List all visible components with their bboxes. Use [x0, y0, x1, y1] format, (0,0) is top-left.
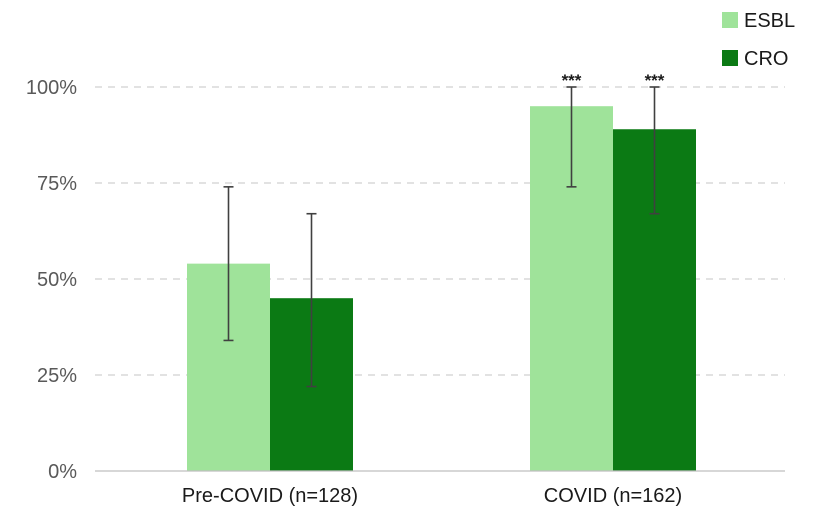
x-category-label: COVID (n=162) — [544, 485, 682, 507]
error-bars — [223, 86, 660, 388]
legend-swatch-cro — [722, 50, 738, 66]
significance-markers: *** *** — [562, 71, 665, 90]
significance-marker: *** — [562, 71, 582, 90]
x-category-label: Pre-COVID (n=128) — [182, 485, 358, 507]
significance-marker: *** — [645, 71, 665, 90]
y-tick-label: 50% — [37, 269, 77, 291]
y-tick-label: 100% — [26, 77, 77, 99]
legend-label-cro: CRO — [744, 48, 788, 70]
y-tick-label: 0% — [48, 461, 77, 483]
y-tick-label: 25% — [37, 365, 77, 387]
x-axis-categories: Pre-COVID (n=128) COVID (n=162) — [182, 485, 682, 507]
legend-swatch-esbl — [722, 12, 738, 28]
bars — [187, 106, 696, 472]
legend: ESBL CRO — [722, 10, 795, 70]
y-axis-ticks: 0% 25% 50% 75% 100% — [26, 77, 77, 483]
legend-label-esbl: ESBL — [744, 10, 795, 32]
y-tick-label: 75% — [37, 173, 77, 195]
